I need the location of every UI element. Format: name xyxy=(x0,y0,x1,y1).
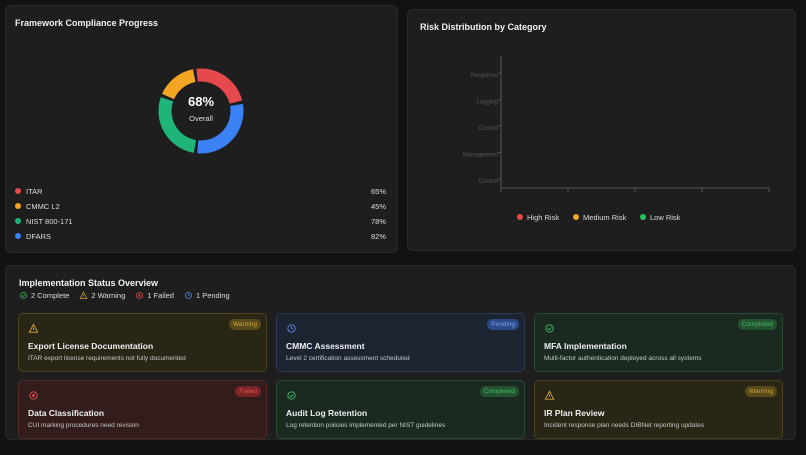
card-title: CMMC Assessment xyxy=(286,341,365,351)
donut-segment xyxy=(162,69,196,100)
card-title: Data Classification xyxy=(28,408,105,418)
framework-value: 45% xyxy=(371,202,386,211)
status-badge: Completed xyxy=(737,319,777,330)
status-icon xyxy=(287,391,296,400)
status-icon xyxy=(287,324,296,333)
status-badge: Failed xyxy=(235,386,261,397)
summary-text: 2 Complete xyxy=(31,291,70,300)
legend-label: Medium Risk xyxy=(583,213,627,222)
legend-dot xyxy=(517,214,523,220)
framework-value: 65% xyxy=(371,187,386,196)
card-desc: ITAR export license requirements not ful… xyxy=(28,355,186,362)
y-tick-label: Response xyxy=(471,73,499,79)
status-badge: Completed xyxy=(479,386,519,397)
summary-item: 1 Failed xyxy=(135,291,174,300)
status-icon xyxy=(79,291,88,299)
donut: 68% Overall ITAR 65% CMMC L2 45% NIST 800-17… xyxy=(15,68,386,241)
y-tick-label: Control xyxy=(479,179,498,185)
card-desc: Incident response plan needs DIBNet repo… xyxy=(544,422,705,429)
overall-caption: Overall xyxy=(189,114,213,123)
card-title: Audit Log Retention xyxy=(286,408,368,418)
status-icon xyxy=(28,323,39,333)
summary-item: 2 Warning xyxy=(79,291,125,300)
label-line: Control xyxy=(479,126,498,132)
framework-value: 82% xyxy=(371,232,386,241)
status-badge: Warning xyxy=(229,319,261,330)
legend-dot xyxy=(573,214,579,220)
legend-label: Low Risk xyxy=(650,213,681,222)
legend-label: High Risk xyxy=(527,213,559,222)
status-badge: Pending xyxy=(487,319,519,330)
framework-name: DFARS xyxy=(26,232,51,241)
legend-dot xyxy=(15,218,21,224)
summary-item: 1 Pending xyxy=(184,291,230,300)
status-panel: Implementation Status Overview 2 Complet… xyxy=(5,265,796,440)
panel-title: Framework Compliance Progress xyxy=(15,18,159,28)
donut-segment xyxy=(158,97,197,153)
card-desc: Multi-factor authentication deployed acr… xyxy=(544,355,702,362)
framework-name: ITAR xyxy=(26,187,43,196)
status-icon xyxy=(20,292,27,299)
status-card: Completed MFA Implementation Multi-factor … xyxy=(534,313,783,372)
label-line: Control xyxy=(479,179,498,185)
y-tick-label: Logging xyxy=(477,100,498,106)
legend-dot xyxy=(640,214,646,220)
compliance-panel: Framework Compliance Progress 68% Overal… xyxy=(5,5,398,253)
framework-name: NIST 800-171 xyxy=(26,217,73,226)
risk-panel: Risk Distribution by Category Response Lo… xyxy=(407,9,796,251)
legend-dot xyxy=(15,233,21,239)
overall-value: 68% xyxy=(188,94,214,109)
card-desc: Level 2 certification assessment schedul… xyxy=(286,355,410,362)
status-icon xyxy=(136,292,144,299)
status-card: Completed Audit Log Retention Log retentio… xyxy=(276,380,525,439)
status-card: Failed Data Classification CUI marking pro… xyxy=(18,380,267,439)
donut-segment xyxy=(196,68,243,105)
status-badge: Warning xyxy=(745,386,777,397)
card-desc: CUI marking procedures need revision xyxy=(28,422,139,429)
summary: 2 Complete 2 Warning 1 Failed 1 Pending xyxy=(19,291,230,300)
framework-name: CMMC L2 xyxy=(26,202,60,211)
label-line: Logging xyxy=(477,100,498,106)
panel-title: Risk Distribution by Category xyxy=(420,22,547,32)
card-title: Export License Documentation xyxy=(28,341,154,351)
summary-text: 1 Failed xyxy=(147,291,174,300)
card-title: MFA Implementation xyxy=(544,341,627,351)
summary-text: 1 Pending xyxy=(195,291,230,300)
card-title: IR Plan Review xyxy=(544,408,605,418)
status-icon xyxy=(544,390,555,400)
status-icon xyxy=(545,324,554,333)
status-card: Warning IR Plan Review Incident response p… xyxy=(534,380,783,439)
risk-chart: Response Logging Control Management Control H… xyxy=(463,56,770,222)
legend-dot xyxy=(15,188,21,194)
status-icon xyxy=(185,292,192,299)
label-line: Response xyxy=(471,73,499,79)
summary-item: 2 Complete xyxy=(19,291,69,300)
status-card: Pending CMMC Assessment Level 2 certificat… xyxy=(276,313,525,372)
panel-title: Implementation Status Overview xyxy=(19,278,159,288)
card-desc: Log retention policies implemented per N… xyxy=(286,422,446,429)
label-line: Management xyxy=(463,153,498,159)
y-tick-label: Control xyxy=(479,126,498,132)
legend-dot xyxy=(15,203,21,209)
status-icon xyxy=(29,391,38,400)
y-tick-label: Management xyxy=(463,153,498,159)
status-card: Warning Export License Documentation ITAR … xyxy=(18,313,267,372)
framework-value: 78% xyxy=(371,217,386,226)
summary-text: 2 Warning xyxy=(91,291,126,300)
donut-segment xyxy=(197,103,244,154)
